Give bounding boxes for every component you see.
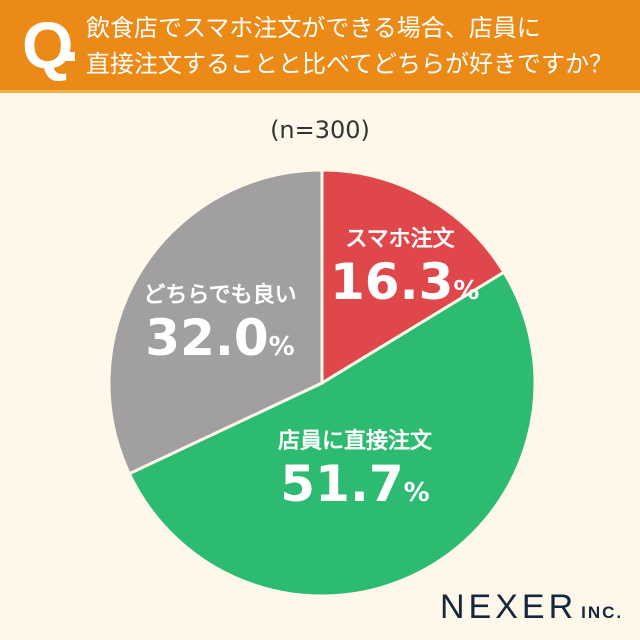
slice-percent: 32.0%	[145, 309, 295, 367]
slice-label-smartphone: スマホ注文 16.3%	[330, 226, 480, 319]
sample-size: (n=300)	[270, 116, 370, 144]
slice-name: スマホ注文	[345, 227, 455, 252]
slice-percent: 16.3%	[330, 253, 480, 311]
question-banner: Q 飲食店でスマホ注文ができる場合、店員に 直接注文することと比べてどちらが好き…	[0, 0, 640, 93]
slice-percent: 51.7%	[280, 455, 430, 513]
slice-name: 店員に直接注文	[277, 429, 432, 454]
nexer-logo: NEXER INC.	[440, 588, 624, 626]
pie-slice-1	[127, 270, 537, 598]
question-text: 飲食店でスマホ注文ができる場合、店員に 直接注文することと比べてどちらが好きです…	[86, 14, 614, 78]
q-dot	[66, 52, 75, 61]
pie-slice-0	[320, 168, 507, 386]
slice-label-either: どちらでも良い 32.0%	[130, 282, 310, 375]
slice-label-staff: 店員に直接注文 51.7%	[255, 428, 455, 521]
slice-name: どちらでも良い	[143, 283, 297, 308]
pie-slice-2	[107, 168, 324, 476]
q-mark: Q	[22, 8, 74, 82]
